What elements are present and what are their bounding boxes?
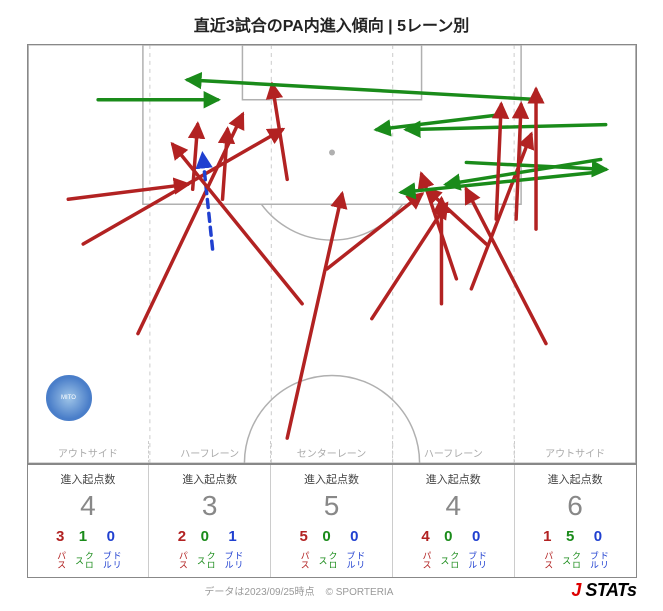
lane-label: ハーフレーン bbox=[148, 441, 270, 463]
bd-cross: 1 クロス bbox=[73, 529, 93, 574]
bd-pass: 3 パス bbox=[55, 529, 65, 574]
stat-count: 5 bbox=[273, 489, 390, 523]
bd-cross: 0 クロス bbox=[438, 529, 458, 574]
lane-label: アウトサイド bbox=[514, 441, 636, 463]
lane-label: ハーフレーン bbox=[392, 441, 514, 463]
stat-label: 進入起点数 bbox=[395, 471, 512, 487]
stat-cell: 進入起点数 5 5 パス 0 クロス 0 ドリブル bbox=[271, 465, 393, 577]
stat-cell: 進入起点数 4 3 パス 1 クロス 0 ドリブル bbox=[28, 465, 150, 577]
bd-dribble: 0 ドリブル bbox=[101, 529, 121, 574]
chart-title: 直近3試合のPA内進入傾向 | 5レーン別 bbox=[0, 0, 663, 44]
brand-rest: STATs bbox=[581, 580, 637, 600]
stat-label: 進入起点数 bbox=[30, 471, 147, 487]
brand-j: J bbox=[571, 580, 581, 600]
stat-label: 進入起点数 bbox=[151, 471, 268, 487]
stat-label: 進入起点数 bbox=[273, 471, 390, 487]
pitch-svg bbox=[28, 45, 636, 463]
bd-pass: 1 パス bbox=[542, 529, 552, 574]
stats-row: 進入起点数 4 3 パス 1 クロス 0 ドリブル 進入起点数 3 2 パス bbox=[27, 464, 637, 578]
bd-dribble: 0 ドリブル bbox=[344, 529, 364, 574]
footer: データは2023/09/25時点 © SPORTERIA J STATs bbox=[27, 580, 637, 601]
bd-pass: 4 パス bbox=[421, 529, 431, 574]
team-badge-text: MITO bbox=[61, 395, 76, 401]
bd-cross: 0 クロス bbox=[195, 529, 215, 574]
bd-pass: 2 パス bbox=[177, 529, 187, 574]
pitch-area: MITO アウトサイドハーフレーンセンターレーンハーフレーンアウトサイド bbox=[27, 44, 637, 464]
stat-breakdown: 5 パス 0 クロス 0 ドリブル bbox=[273, 529, 390, 574]
stat-count: 6 bbox=[517, 489, 634, 523]
bd-pass: 5 パス bbox=[299, 529, 309, 574]
data-note: データは2023/09/25時点 bbox=[204, 587, 314, 598]
stat-count: 4 bbox=[395, 489, 512, 523]
stat-cell: 進入起点数 3 2 パス 0 クロス 1 ドリブル bbox=[149, 465, 271, 577]
lane-label-row: アウトサイドハーフレーンセンターレーンハーフレーンアウトサイド bbox=[28, 441, 636, 463]
bd-dribble: 0 ドリブル bbox=[466, 529, 486, 574]
bd-dribble: 0 ドリブル bbox=[588, 529, 608, 574]
stat-count: 3 bbox=[151, 489, 268, 523]
team-badge: MITO bbox=[46, 375, 92, 421]
bd-cross: 5 クロス bbox=[560, 529, 580, 574]
stat-label: 進入起点数 bbox=[517, 471, 634, 487]
stat-cell: 進入起点数 4 4 パス 0 クロス 0 ドリブル bbox=[393, 465, 515, 577]
lane-label: アウトサイド bbox=[28, 441, 149, 463]
copyright: © SPORTERIA bbox=[326, 587, 394, 598]
stat-breakdown: 1 パス 5 クロス 0 ドリブル bbox=[517, 529, 634, 574]
footer-note: データは2023/09/25時点 © SPORTERIA bbox=[27, 583, 572, 598]
bd-dribble: 1 ドリブル bbox=[223, 529, 243, 574]
lane-label: センターレーン bbox=[270, 441, 392, 463]
stat-count: 4 bbox=[30, 489, 147, 523]
stat-cell: 進入起点数 6 1 パス 5 クロス 0 ドリブル bbox=[515, 465, 636, 577]
chart-container: 直近3試合のPA内進入傾向 | 5レーン別 MITO アウトサイドハーフレーンセ… bbox=[0, 0, 663, 611]
stat-breakdown: 4 パス 0 クロス 0 ドリブル bbox=[395, 529, 512, 574]
bd-cross: 0 クロス bbox=[317, 529, 337, 574]
brand-logo: J STATs bbox=[571, 580, 636, 601]
stat-breakdown: 2 パス 0 クロス 1 ドリブル bbox=[151, 529, 268, 574]
stat-breakdown: 3 パス 1 クロス 0 ドリブル bbox=[30, 529, 147, 574]
